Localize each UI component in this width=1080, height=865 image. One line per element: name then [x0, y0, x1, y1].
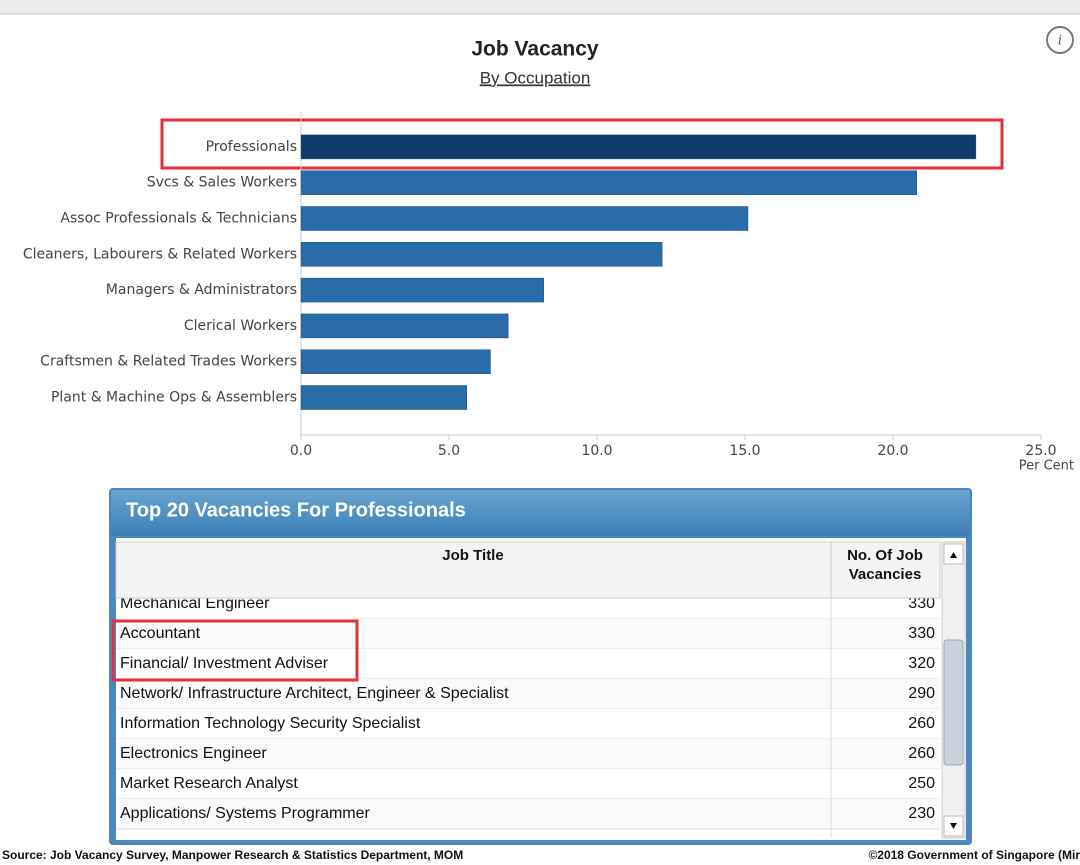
bar: [300, 242, 663, 267]
table-row: [116, 769, 940, 799]
svg-text:i: i: [1058, 34, 1062, 49]
highlight-box: [111, 619, 359, 682]
y-tick-label: Craftsmen & Related Trades Workers: [40, 354, 297, 370]
job-title: Mechanical Engineer: [120, 595, 270, 612]
vacancy-count: 260: [908, 715, 935, 732]
x-tick-label: 20.0: [877, 443, 908, 459]
table-row: [116, 709, 940, 739]
job-title: Accountant: [120, 625, 201, 642]
scrollbar-part[interactable]: [950, 823, 957, 829]
column-header-text: Job Title: [442, 547, 503, 564]
column-header: [115, 541, 941, 599]
y-tick-label: Managers & Administrators: [106, 282, 297, 298]
column-header-text: No. Of Job Vacancies: [847, 547, 923, 583]
vacancy-count: 330: [908, 625, 935, 642]
scrollbar-part[interactable]: [950, 552, 957, 558]
scrollbar-part[interactable]: [943, 639, 964, 766]
y-tick-label: Cleaners, Labourers & Related Workers: [23, 246, 297, 262]
job-title: Information Technology Security Speciali…: [120, 715, 421, 732]
source-note: Source: Job Vacancy Survey, Manpower Res…: [2, 848, 463, 862]
job-title: Network/ Infrastructure Architect, Engin…: [120, 685, 509, 702]
vacancy-count: 250: [908, 775, 935, 792]
table-row: [116, 679, 940, 709]
chart-subtitle: By Occupation: [480, 68, 591, 87]
y-tick-label: Professionals: [206, 139, 297, 155]
bar: [300, 170, 917, 195]
bar: [300, 134, 977, 160]
scrollbar[interactable]: [941, 541, 966, 839]
y-tick-label: Svcs & Sales Workers: [147, 175, 297, 191]
table-row: [116, 799, 940, 829]
job-title: Applications/ Systems Programmer: [120, 805, 371, 822]
copyright: ©2018 Government of Singapore (Mir: [868, 848, 1080, 862]
info-button[interactable]: i: [1046, 26, 1074, 54]
table-row: [116, 619, 940, 649]
bar: [300, 385, 468, 410]
table-header-bar: [111, 490, 970, 536]
y-tick-label: Clerical Workers: [184, 318, 297, 334]
vacancy-count: 320: [908, 655, 935, 672]
vacancy-count: 260: [908, 745, 935, 762]
x-tick-label: 10.0: [581, 443, 612, 459]
bar: [300, 313, 509, 339]
top-strip: [0, 0, 1080, 14]
bar: [300, 277, 544, 303]
x-tick-label: 25.0: [1025, 443, 1056, 459]
x-tick-label: 5.0: [438, 443, 460, 459]
bar: [300, 206, 749, 231]
job-title: Market Research Analyst: [120, 775, 298, 792]
table-row: [116, 649, 940, 679]
table-title: Top 20 Vacancies For Professionals: [126, 499, 466, 521]
y-tick-label: Plant & Machine Ops & Assemblers: [51, 390, 297, 406]
x-tick-label: 15.0: [729, 443, 760, 459]
x-axis-label: Per Cent: [1019, 459, 1074, 474]
y-tick-label: Assoc Professionals & Technicians: [60, 211, 297, 227]
vacancy-count: 330: [908, 595, 935, 612]
x-tick-label: 0.0: [290, 443, 312, 459]
table-row: [116, 739, 940, 769]
bar: [300, 349, 491, 374]
vacancy-count: 230: [908, 805, 935, 822]
chart-title: Job Vacancy: [471, 38, 599, 61]
job-title: Financial/ Investment Adviser: [120, 655, 329, 672]
vacancy-count: 290: [908, 685, 935, 702]
highlight-box: [160, 118, 1004, 170]
job-title: Electronics Engineer: [120, 745, 267, 762]
